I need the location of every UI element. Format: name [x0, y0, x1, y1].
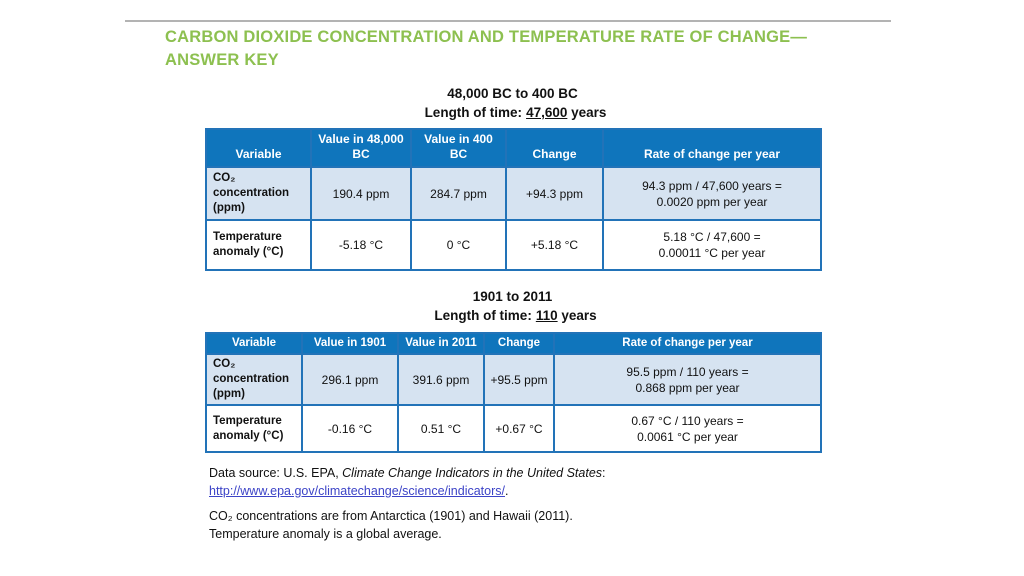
table2-temp-rate: 0.67 °C / 110 years = 0.0061 °C per year — [553, 404, 822, 453]
datasource-note: Data source: U.S. EPA, Climate Change In… — [209, 464, 769, 500]
table2-co2-change: +95.5 ppm — [483, 353, 555, 406]
table1-length-suffix: years — [571, 105, 607, 120]
table2-co2-rate: 95.5 ppm / 110 years = 0.868 ppm per yea… — [553, 353, 822, 406]
table1-co2-variable: CO₂ concentration (ppm) — [205, 166, 312, 221]
table1-length-value: 47,600 — [526, 105, 568, 120]
co2-note-line2: Temperature anomaly is a global average. — [209, 527, 442, 541]
table1-length-label: Length of time: — [424, 105, 523, 120]
table-row: Temperature anomaly (°C) -0.16 °C 0.51 °… — [205, 404, 822, 453]
table1-col-value-end: Value in 400 BC — [410, 128, 507, 168]
table2-header-row: Variable Value in 1901 Value in 2011 Cha… — [205, 332, 822, 355]
table1-caption: 48,000 BC to 400 BC Length of time: 47,60… — [205, 84, 820, 122]
datasource-prefix: Data source: U.S. EPA, — [209, 466, 343, 480]
table2-length-line: Length of time: 110 years — [205, 306, 820, 325]
table2-length-value: 110 — [535, 308, 558, 323]
table2-col-value-end: Value in 2011 — [397, 332, 485, 355]
table-48000bc-400bc: Variable Value in 48,000 BC Value in 400… — [205, 128, 822, 271]
table1-header-row: Variable Value in 48,000 BC Value in 400… — [205, 128, 822, 168]
co2-note-line1: CO₂ concentrations are from Antarctica (… — [209, 509, 573, 523]
header-rule — [125, 20, 891, 22]
table1-co2-change: +94.3 ppm — [505, 166, 604, 221]
table2-caption: 1901 to 2011 Length of time: 110 years — [205, 287, 820, 325]
table1-col-change: Change — [505, 128, 604, 168]
table2-col-variable: Variable — [205, 332, 303, 355]
table1-temp-value-end: 0 °C — [410, 219, 507, 271]
table2-temp-value-end: 0.51 °C — [397, 404, 485, 453]
table1-co2-value-start: 190.4 ppm — [310, 166, 412, 221]
table-row: CO₂ concentration (ppm) 296.1 ppm 391.6 … — [205, 353, 822, 406]
table1-temp-value-start: -5.18 °C — [310, 219, 412, 271]
table1-co2-rate: 94.3 ppm / 47,600 years = 0.0020 ppm per… — [602, 166, 822, 221]
table-row: Temperature anomaly (°C) -5.18 °C 0 °C +… — [205, 219, 822, 271]
table-row: CO₂ concentration (ppm) 190.4 ppm 284.7 … — [205, 166, 822, 221]
co2-note: CO₂ concentrations are from Antarctica (… — [209, 507, 769, 543]
table2-co2-variable: CO₂ concentration (ppm) — [205, 353, 303, 406]
table1-col-value-start: Value in 48,000 BC — [310, 128, 412, 168]
epa-indicators-link[interactable]: http://www.epa.gov/climatechange/science… — [209, 484, 505, 498]
table2-co2-value-end: 391.6 ppm — [397, 353, 485, 406]
table1-period: 48,000 BC to 400 BC — [447, 86, 578, 101]
table2-co2-value-start: 296.1 ppm — [301, 353, 399, 406]
datasource-suffix: : — [602, 466, 606, 480]
table1-temp-rate: 5.18 °C / 47,600 = 0.00011 °C per year — [602, 219, 822, 271]
table2-temp-change: +0.67 °C — [483, 404, 555, 453]
table1-col-variable: Variable — [205, 128, 312, 168]
page-title: CARBON DIOXIDE CONCENTRATION AND TEMPERA… — [165, 26, 905, 72]
page-title-line2: ANSWER KEY — [165, 51, 279, 69]
table2-col-change: Change — [483, 332, 555, 355]
table2-temp-variable: Temperature anomaly (°C) — [205, 404, 303, 453]
datasource-title: Climate Change Indicators in the United … — [342, 466, 603, 480]
table2-col-rate: Rate of change per year — [553, 332, 822, 355]
page-title-line1: CARBON DIOXIDE CONCENTRATION AND TEMPERA… — [165, 28, 808, 46]
link-period: . — [505, 484, 509, 498]
table1-temp-change: +5.18 °C — [505, 219, 604, 271]
datasource-line: Data source: U.S. EPA, Climate Change In… — [209, 464, 769, 482]
table1-temp-variable: Temperature anomaly (°C) — [205, 219, 312, 271]
table2-length-label: Length of time: — [434, 308, 532, 323]
datasource-link-line: http://www.epa.gov/climatechange/science… — [209, 482, 769, 500]
table1-col-rate: Rate of change per year — [602, 128, 822, 168]
table1-co2-value-end: 284.7 ppm — [410, 166, 507, 221]
table2-period: 1901 to 2011 — [472, 289, 553, 304]
table-1901-2011: Variable Value in 1901 Value in 2011 Cha… — [205, 332, 822, 453]
table2-length-suffix: years — [561, 308, 597, 323]
table1-length-line: Length of time: 47,600 years — [205, 103, 820, 122]
table2-col-value-start: Value in 1901 — [301, 332, 399, 355]
table2-temp-value-start: -0.16 °C — [301, 404, 399, 453]
